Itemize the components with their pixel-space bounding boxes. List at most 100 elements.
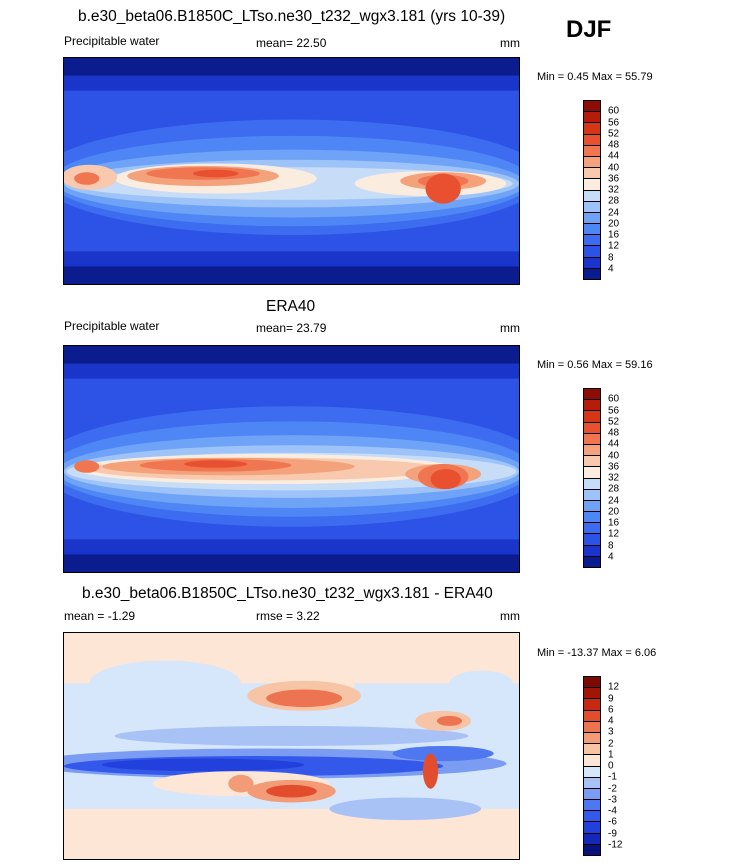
- colorbar-level-label: 2: [608, 738, 614, 749]
- colorbar-swatch: [584, 698, 600, 710]
- colorbar-swatch: [584, 677, 600, 688]
- colorbar-level-label: 48: [608, 139, 620, 151]
- colorbar-swatch: [584, 267, 600, 279]
- colorbar-level-label: 8: [608, 252, 614, 263]
- colorbar-level-label: 56: [608, 405, 620, 416]
- panel-mean-diff: mean = -1.29: [64, 609, 136, 623]
- colorbar-swatch: [584, 178, 600, 190]
- colorbar-swatch: [584, 832, 600, 844]
- map-model: [63, 57, 520, 285]
- colorbar-level-label: 52: [608, 128, 620, 140]
- colorbar-swatch: [584, 122, 600, 134]
- colorbar-level-label: 16: [608, 517, 620, 529]
- colorbar-level-label: 12: [608, 528, 620, 540]
- colorbar-level-label: 36: [608, 461, 620, 473]
- colorbar-level-label: 8: [608, 540, 614, 551]
- colorbar-swatch: [584, 488, 600, 500]
- colorbar-swatch: [584, 245, 600, 257]
- colorbar-swatch: [584, 720, 600, 732]
- colorbar-diff: [583, 676, 601, 856]
- colorbar-level-label: 40: [608, 450, 620, 461]
- colorbar-level-label: 48: [608, 427, 620, 439]
- colorbar-swatch: [584, 776, 600, 788]
- colorbar-level-label: 28: [608, 195, 620, 207]
- colorbar-swatch: [584, 223, 600, 235]
- colorbar-swatch: [584, 731, 600, 744]
- panel-title-diff: b.e30_beta06.B1850C_LTso.ne30_t232_wgx3.…: [82, 585, 493, 602]
- colorbar-level-label: 9: [608, 693, 614, 704]
- colorbar-swatch: [584, 743, 600, 755]
- panel-title-obs: ERA40: [266, 298, 316, 315]
- map-obs: [63, 345, 520, 573]
- panel-left-label-model: Precipitable water: [64, 34, 160, 48]
- panel-mean-obs: mean= 23.79: [256, 321, 327, 335]
- colorbar-swatch: [584, 709, 600, 721]
- colorbar-swatch: [584, 432, 600, 444]
- colorbar-swatch: [584, 466, 600, 478]
- colorbar-level-label: 4: [608, 715, 614, 727]
- colorbar-swatch: [584, 399, 600, 411]
- colorbar-level-label: -4: [608, 805, 617, 817]
- panel-left-label-obs: Precipitable water: [64, 319, 160, 333]
- colorbar-level-label: 56: [608, 117, 620, 128]
- colorbar-swatch: [584, 799, 600, 811]
- panel-title-model: b.e30_beta06.B1850C_LTso.ne30_t232_wgx3.…: [78, 8, 506, 25]
- colorbar-level-label: 52: [608, 416, 620, 428]
- colorbar-level-label: -1: [608, 771, 617, 783]
- colorbar-level-label: 3: [608, 726, 614, 738]
- colorbar-level-label: 4: [608, 551, 614, 563]
- panel-rmse-diff: rmse = 3.22: [256, 609, 320, 623]
- colorbar-swatch: [584, 533, 600, 545]
- colorbar-level-label: 6: [608, 704, 614, 716]
- colorbar-swatch: [584, 499, 600, 512]
- colorbar-model: [583, 100, 601, 280]
- colorbar-obs: [583, 388, 601, 568]
- colorbar-swatch: [584, 843, 600, 855]
- colorbar-swatch: [584, 555, 600, 567]
- colorbar-level-label: 1: [608, 749, 614, 761]
- colorbar-swatch: [584, 477, 600, 489]
- panel-minmax-model: Min = 0.45 Max = 55.79: [537, 71, 653, 83]
- colorbar-level-label: 12: [608, 240, 620, 252]
- colorbar-level-label: 28: [608, 483, 620, 495]
- colorbar-level-label: 32: [608, 184, 620, 196]
- colorbar-level-label: 12: [608, 681, 620, 693]
- colorbar-level-label: -9: [608, 828, 617, 839]
- colorbar-swatch: [584, 189, 600, 201]
- colorbar-swatch: [584, 167, 600, 179]
- colorbar-level-label: 20: [608, 218, 620, 230]
- map-diff-field: [64, 633, 519, 859]
- colorbar-swatch: [584, 787, 600, 800]
- colorbar-level-label: -3: [608, 794, 617, 806]
- colorbar-level-label: 0: [608, 760, 614, 772]
- colorbar-swatch: [584, 765, 600, 777]
- colorbar-level-label: 32: [608, 472, 620, 484]
- panel-units-diff: mm: [500, 609, 520, 623]
- panel-units-obs: mm: [500, 321, 520, 335]
- colorbar-level-label: 4: [608, 263, 614, 275]
- colorbar-level-label: 60: [608, 105, 620, 117]
- map-obs-field: [64, 346, 519, 572]
- colorbar-level-label: 20: [608, 506, 620, 518]
- panel-mean-model: mean= 22.50: [256, 36, 327, 50]
- colorbar-swatch: [584, 133, 600, 145]
- colorbar-swatch: [584, 687, 600, 699]
- colorbar-level-label: 16: [608, 229, 620, 241]
- colorbar-swatch: [584, 455, 600, 467]
- colorbar-swatch: [584, 200, 600, 212]
- panel-minmax-obs: Min = 0.56 Max = 59.16: [537, 359, 653, 371]
- colorbar-swatch: [584, 410, 600, 422]
- colorbar-swatch: [584, 155, 600, 168]
- colorbar-level-label: 60: [608, 393, 620, 405]
- colorbar-swatch: [584, 522, 600, 534]
- colorbar-swatch: [584, 389, 600, 400]
- colorbar-level-label: 44: [608, 150, 620, 162]
- colorbar-swatch: [584, 821, 600, 833]
- colorbar-level-label: 40: [608, 162, 620, 173]
- map-diff: [63, 632, 520, 860]
- colorbar-swatch: [584, 810, 600, 822]
- colorbar-swatch: [584, 544, 600, 556]
- colorbar-swatch: [584, 144, 600, 156]
- colorbar-level-label: 44: [608, 438, 620, 450]
- colorbar-level-label: 24: [608, 495, 620, 506]
